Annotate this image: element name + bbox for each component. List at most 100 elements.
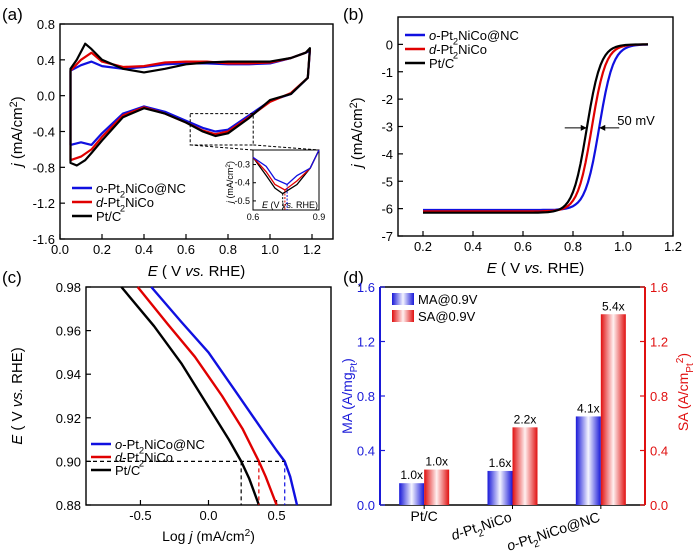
panel-d-legend-label: SA@0.9V [418,309,476,324]
panel-b-xlabel: E ( V vs. RHE) [487,260,585,277]
panel-b-y-tick-label: -4 [381,147,393,162]
inset-y-tick-label: -0.5 [234,196,250,206]
panel-d-right-label: SA (A/cmPt2) [675,353,696,431]
panel-a-x-tick-label: 0.6 [177,242,195,257]
panel-c-x-tick-label: 0.5 [268,508,286,523]
panel-b-y-tick-label: -3 [381,120,393,135]
panel-d-legend-swatch [392,310,414,322]
inset-frame [252,149,320,211]
panel-d-legend-swatch [392,293,414,305]
bar-SA-2 [600,314,626,505]
panel-a-x-tick-label: 1.2 [303,242,321,257]
panel-c-y-tick-label: 0.94 [56,367,81,382]
panel-b-x-tick-label: 1.0 [614,239,632,254]
panel-d-right-tick-label: 0.8 [650,389,668,404]
half-wave-shift-annotation: 50 mV [617,113,655,128]
bar-MA-1 [487,470,513,505]
panel-d-category-label: o-Pt2NiCo@NC [505,509,604,551]
tafel-curve-o [150,286,299,506]
panel-b-x-tick-label: 0.4 [464,239,482,254]
panel-label: (d) [343,268,364,287]
panel-c-y-tick-label: 0.98 [56,280,81,295]
panel-c-ylabel: E ( V vs. RHE) [9,347,26,445]
bar-MA-0 [399,483,425,505]
panel-c-x-tick-label: -0.5 [129,508,151,523]
panel-c-legend-label: o-Pt2NiCo@NC [115,437,205,456]
panel-d-right-tick-label: 1.6 [650,280,668,295]
panel-a-x-tick-label: 1.0 [261,242,279,257]
panel-a-x-tick-label: 0.8 [219,242,237,257]
tafel-curve-pt [120,286,261,506]
panel-d-legend-label: MA@0.9V [418,292,478,307]
arrow-left-head [580,124,587,131]
bar-SA-label: 1.0x [425,455,448,469]
panel-b-x-tick-label: 0.8 [564,239,582,254]
bar-SA-label: 2.2x [514,412,537,426]
inset-x-tick-label: 0.9 [313,212,326,222]
zoom-leader [253,144,320,151]
panel-b-y-tick-label: 0 [386,37,393,52]
bar-MA-2 [575,416,601,505]
zoom-box [189,113,254,146]
inset-x-tick-label: 0.6 [247,212,260,222]
panel-a-y-tick-label: -0.8 [33,160,55,175]
panel-label: (c) [2,268,22,287]
arrow-right-head [599,124,606,131]
panel-a-xlabel: E ( V vs. RHE) [148,263,246,280]
bar-MA-label: 4.1x [577,401,600,415]
inset-ylabel: j (mA/cm2) [225,161,235,204]
bar-MA-label: 1.6x [489,456,512,470]
panel-c-y-tick-label: 0.96 [56,324,81,339]
lsv-curve-o [423,43,649,212]
panel-b-y-tick-label: -5 [381,174,393,189]
lsv-curve-d [423,43,649,213]
inset-xlabel: E (V vs. RHE) [262,200,318,210]
panel-b-y-tick-label: -2 [381,92,393,107]
panel-d-left-tick-label: 0.8 [357,389,375,404]
panel-a-legend-label: o-Pt2NiCo@NC [96,181,186,200]
panel-b-x-tick-label: 0.6 [514,239,532,254]
panel-a-legend-label: d-Pt2NiCo [96,195,154,214]
panel-a-legend-label: Pt/C [96,209,121,224]
panel-b-legend-label: d-Pt2NiCo [429,42,487,61]
tafel-curve-d [136,286,278,506]
panel-c-xlabel: Log j (mA/cm2) [162,528,255,544]
panel-label: (b) [343,5,364,24]
bar-SA-1 [512,427,538,505]
panel-b-ylabel: j (mA/cm2) [348,97,366,169]
panel-a-y-tick-label: -0.4 [33,125,55,140]
panel-d-left-tick-label: 1.2 [357,335,375,350]
zoom-leader [190,144,254,151]
panel-d-left-tick-label: 1.6 [357,280,375,295]
panel-d-left-tick-label: 0.0 [357,498,375,513]
bar-SA-label: 5.4x [602,299,625,313]
panel-a-x-tick-label: 0.4 [135,242,153,257]
panel-b-y-tick-label: -6 [381,202,393,217]
panel-b-y-tick-label: -7 [381,229,393,244]
panel-d-right-tick-label: 0.0 [650,498,668,513]
lsv-curve-pt [423,43,648,214]
bar-MA-label: 1.0x [400,468,423,482]
cv-curve-pt [69,42,311,167]
panel-c-legend-label: Pt/C [115,463,140,478]
panel-a-y-tick-label: 0.4 [37,53,55,68]
panel-b-x-tick-label: 1.2 [664,239,682,254]
panel-a-y-tick-label: -1.6 [33,232,55,247]
panel-c-legend-label: d-Pt2NiCo [115,450,173,469]
panel-a-y-tick-label: 0.0 [37,89,55,104]
panel-a-y-tick-label: -1.2 [33,196,55,211]
panel-b-legend-label: Pt/C [429,56,454,71]
panel-c-y-tick-label: 0.88 [56,498,81,513]
panel-c-y-tick-label: 0.90 [56,454,81,469]
panel-d-right-tick-label: 0.4 [650,444,668,459]
panel-a-x-tick-label: 0.2 [93,242,111,257]
panel-c-y-tick-label: 0.92 [56,411,81,426]
inset-y-tick-label: -0.4 [234,178,250,188]
panel-c-x-tick-label: 0.0 [199,508,217,523]
panel-a-x-tick-label: 0.0 [51,242,69,257]
inset-y-tick-label: -0.3 [234,160,250,170]
panel-d-left-label: MA (A/mgPt) [339,358,360,434]
panel-b-legend-label: o-Pt2NiCo@NC [429,28,519,47]
panel-a-ylabel: j (mA/cm2) [8,96,26,168]
